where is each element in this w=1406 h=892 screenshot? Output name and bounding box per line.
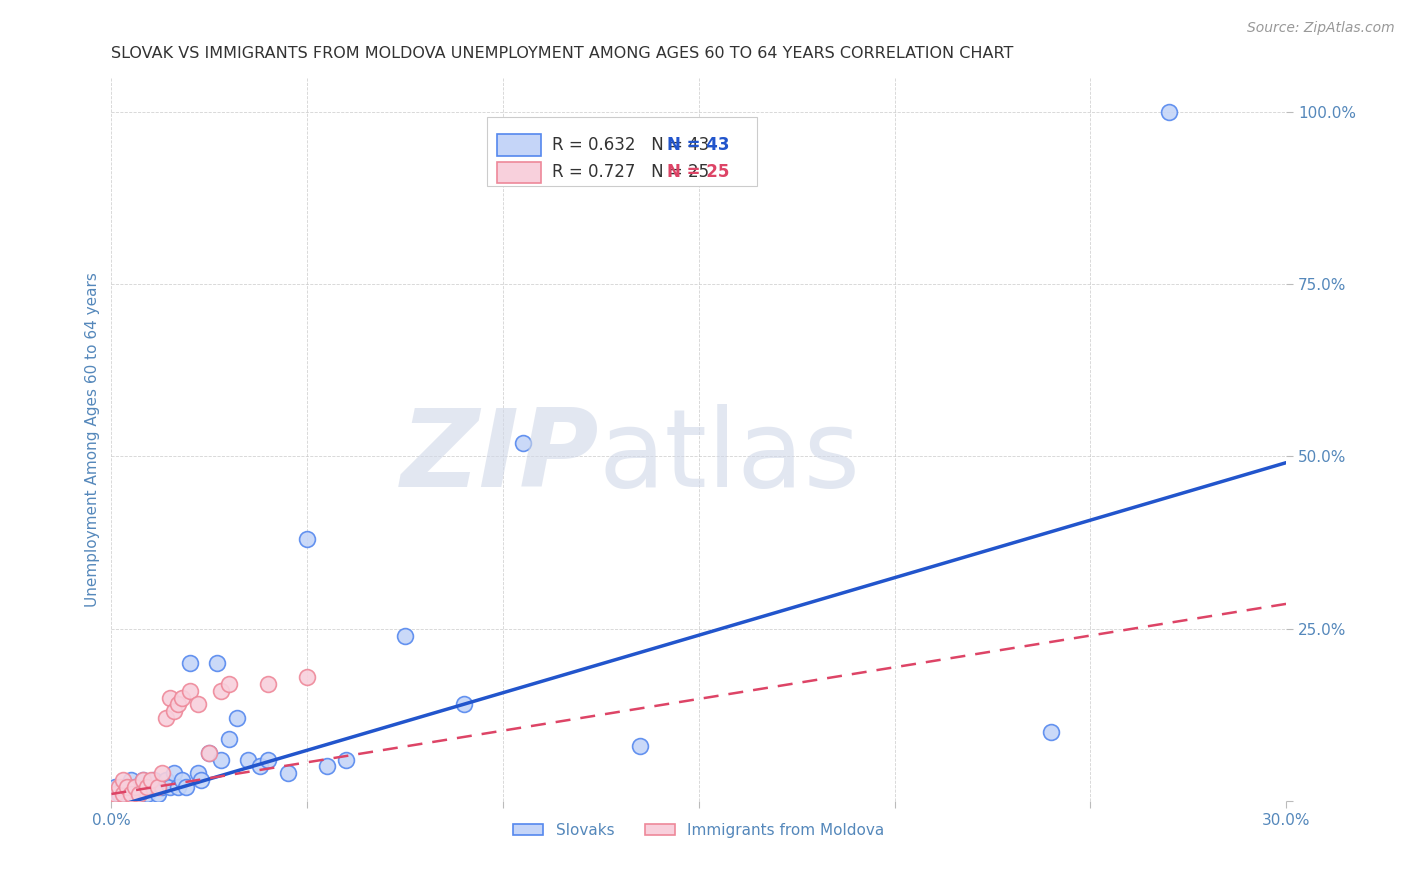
Point xyxy=(187,698,209,712)
Point xyxy=(512,435,534,450)
Point xyxy=(112,787,135,801)
Point xyxy=(139,780,162,794)
Point xyxy=(120,787,142,801)
Point xyxy=(150,780,173,794)
Point xyxy=(170,690,193,705)
Point xyxy=(179,683,201,698)
Text: atlas: atlas xyxy=(599,404,860,510)
Point xyxy=(132,773,155,788)
Point xyxy=(167,698,190,712)
Point xyxy=(135,787,157,801)
Point xyxy=(112,787,135,801)
Point xyxy=(104,787,127,801)
Point xyxy=(124,780,146,794)
Point xyxy=(132,780,155,794)
Text: Source: ZipAtlas.com: Source: ZipAtlas.com xyxy=(1247,21,1395,35)
Point xyxy=(159,780,181,794)
Point xyxy=(453,698,475,712)
Point xyxy=(257,677,280,691)
Point xyxy=(112,780,135,794)
Point xyxy=(335,753,357,767)
Point xyxy=(108,780,131,794)
Point xyxy=(218,677,240,691)
Y-axis label: Unemployment Among Ages 60 to 64 years: Unemployment Among Ages 60 to 64 years xyxy=(86,272,100,607)
Point xyxy=(179,656,201,670)
Point xyxy=(187,766,209,780)
Legend: Slovaks, Immigrants from Moldova: Slovaks, Immigrants from Moldova xyxy=(506,817,891,844)
Point xyxy=(295,532,318,546)
Point xyxy=(394,629,416,643)
Point xyxy=(174,780,197,794)
Point xyxy=(209,683,232,698)
Text: SLOVAK VS IMMIGRANTS FROM MOLDOVA UNEMPLOYMENT AMONG AGES 60 TO 64 YEARS CORRELA: SLOVAK VS IMMIGRANTS FROM MOLDOVA UNEMPL… xyxy=(111,46,1014,62)
Point xyxy=(150,766,173,780)
Point xyxy=(198,746,221,760)
Point xyxy=(163,704,186,718)
Point xyxy=(155,773,177,788)
FancyBboxPatch shape xyxy=(496,134,541,155)
Point xyxy=(155,711,177,725)
Point xyxy=(315,759,337,773)
Point xyxy=(167,780,190,794)
Point xyxy=(120,773,142,788)
Point xyxy=(628,739,651,753)
Point xyxy=(143,773,166,788)
Point xyxy=(108,787,131,801)
Point xyxy=(132,773,155,788)
Point xyxy=(1040,725,1063,739)
Point xyxy=(112,773,135,788)
Point xyxy=(104,780,127,794)
Point xyxy=(148,787,170,801)
Point xyxy=(115,780,138,794)
Point xyxy=(115,780,138,794)
Point xyxy=(209,753,232,767)
Text: N = 25: N = 25 xyxy=(666,163,730,181)
Text: N = 43: N = 43 xyxy=(666,136,730,153)
Point xyxy=(198,746,221,760)
Point xyxy=(225,711,247,725)
Point xyxy=(163,766,186,780)
Point xyxy=(139,773,162,788)
Point xyxy=(257,753,280,767)
Point xyxy=(277,766,299,780)
Point xyxy=(238,753,260,767)
Point xyxy=(1157,105,1180,120)
Point xyxy=(218,731,240,746)
FancyBboxPatch shape xyxy=(496,161,541,183)
Point xyxy=(124,780,146,794)
Text: R = 0.632   N = 43: R = 0.632 N = 43 xyxy=(553,136,709,153)
Point xyxy=(205,656,228,670)
Point xyxy=(128,787,150,801)
Point xyxy=(249,759,271,773)
Point xyxy=(128,787,150,801)
Text: R = 0.727   N = 25: R = 0.727 N = 25 xyxy=(553,163,709,181)
FancyBboxPatch shape xyxy=(488,118,758,186)
Point xyxy=(190,773,212,788)
Point xyxy=(148,780,170,794)
Point xyxy=(170,773,193,788)
Text: ZIP: ZIP xyxy=(401,404,599,510)
Point xyxy=(135,780,157,794)
Point xyxy=(159,690,181,705)
Point xyxy=(295,670,318,684)
Point xyxy=(120,787,142,801)
